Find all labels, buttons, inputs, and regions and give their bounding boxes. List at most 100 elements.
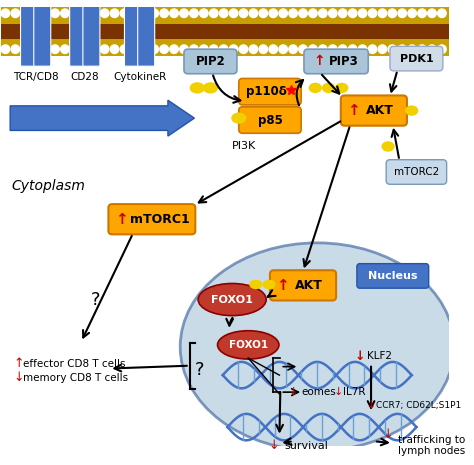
Circle shape [21, 9, 29, 18]
Circle shape [249, 9, 258, 18]
Text: FOXO1: FOXO1 [228, 340, 268, 350]
Text: KLF2: KLF2 [367, 351, 392, 361]
Circle shape [51, 9, 59, 18]
Circle shape [11, 9, 19, 18]
Circle shape [368, 45, 377, 53]
FancyBboxPatch shape [341, 95, 407, 126]
Circle shape [408, 45, 416, 53]
FancyBboxPatch shape [386, 159, 447, 184]
Text: eomes: eomes [301, 387, 336, 397]
Text: TCR/CD8: TCR/CD8 [13, 72, 58, 81]
Circle shape [120, 45, 129, 53]
Text: ?: ? [91, 291, 100, 309]
Circle shape [41, 9, 49, 18]
Circle shape [11, 45, 19, 53]
Circle shape [219, 9, 228, 18]
Circle shape [91, 9, 99, 18]
Circle shape [358, 9, 367, 18]
Circle shape [140, 9, 148, 18]
Ellipse shape [263, 280, 276, 289]
Circle shape [1, 45, 9, 53]
Circle shape [210, 9, 218, 18]
Text: FOXO1: FOXO1 [211, 294, 253, 305]
Circle shape [190, 45, 198, 53]
Circle shape [91, 45, 99, 53]
Circle shape [170, 9, 178, 18]
Circle shape [239, 45, 248, 53]
Circle shape [279, 45, 287, 53]
Bar [0, 24, 448, 39]
Circle shape [259, 45, 268, 53]
Text: ↓: ↓ [366, 400, 376, 410]
Text: survival: survival [284, 441, 328, 451]
Text: ↓: ↓ [383, 428, 393, 441]
Circle shape [438, 45, 446, 53]
Circle shape [200, 9, 208, 18]
Circle shape [210, 45, 218, 53]
Text: ↓: ↓ [269, 439, 279, 452]
Circle shape [388, 45, 397, 53]
Ellipse shape [203, 82, 218, 93]
Circle shape [200, 45, 208, 53]
Circle shape [130, 9, 138, 18]
Circle shape [71, 9, 79, 18]
Ellipse shape [322, 83, 335, 93]
Circle shape [180, 45, 188, 53]
Circle shape [130, 45, 138, 53]
Circle shape [299, 45, 307, 53]
FancyBboxPatch shape [357, 264, 428, 288]
Circle shape [328, 45, 337, 53]
Circle shape [368, 9, 377, 18]
Circle shape [71, 45, 79, 53]
Ellipse shape [218, 331, 279, 359]
Text: PDK1: PDK1 [400, 53, 433, 64]
Circle shape [299, 9, 307, 18]
Circle shape [378, 9, 387, 18]
Text: ↑: ↑ [14, 357, 25, 370]
Text: memory CD8 T cells: memory CD8 T cells [23, 373, 128, 383]
Circle shape [110, 45, 119, 53]
Circle shape [348, 9, 357, 18]
FancyArrow shape [10, 100, 194, 136]
Text: AKT: AKT [365, 104, 393, 117]
Text: mTORC1: mTORC1 [129, 213, 189, 226]
Circle shape [41, 45, 49, 53]
Circle shape [408, 9, 416, 18]
Text: ↓: ↓ [333, 387, 343, 397]
Text: PIP3: PIP3 [329, 55, 358, 68]
Text: Nucleus: Nucleus [368, 271, 418, 281]
Circle shape [309, 9, 317, 18]
Circle shape [31, 9, 39, 18]
Text: ↓: ↓ [14, 372, 25, 385]
Text: AKT: AKT [295, 279, 323, 292]
Circle shape [378, 45, 387, 53]
Text: CytokineR: CytokineR [113, 72, 166, 81]
Circle shape [338, 45, 347, 53]
Circle shape [140, 45, 148, 53]
Circle shape [259, 9, 268, 18]
Circle shape [249, 45, 258, 53]
Circle shape [309, 45, 317, 53]
Text: mTORC2: mTORC2 [394, 167, 439, 177]
Ellipse shape [198, 284, 266, 316]
Ellipse shape [249, 280, 263, 289]
Circle shape [1, 9, 9, 18]
Circle shape [348, 45, 357, 53]
FancyBboxPatch shape [239, 79, 301, 105]
Circle shape [160, 45, 168, 53]
Text: ↓: ↓ [289, 387, 298, 397]
Ellipse shape [190, 82, 205, 93]
Circle shape [428, 9, 436, 18]
FancyBboxPatch shape [390, 46, 443, 71]
Circle shape [328, 9, 337, 18]
Circle shape [100, 45, 109, 53]
Circle shape [170, 45, 178, 53]
Text: IL7R: IL7R [343, 387, 365, 397]
Circle shape [21, 45, 29, 53]
Circle shape [388, 9, 397, 18]
Circle shape [150, 9, 158, 18]
Text: effector CD8 T cells: effector CD8 T cells [23, 359, 126, 369]
Circle shape [319, 9, 327, 18]
Text: ↑: ↑ [346, 103, 359, 118]
Text: ↑: ↑ [276, 278, 289, 293]
